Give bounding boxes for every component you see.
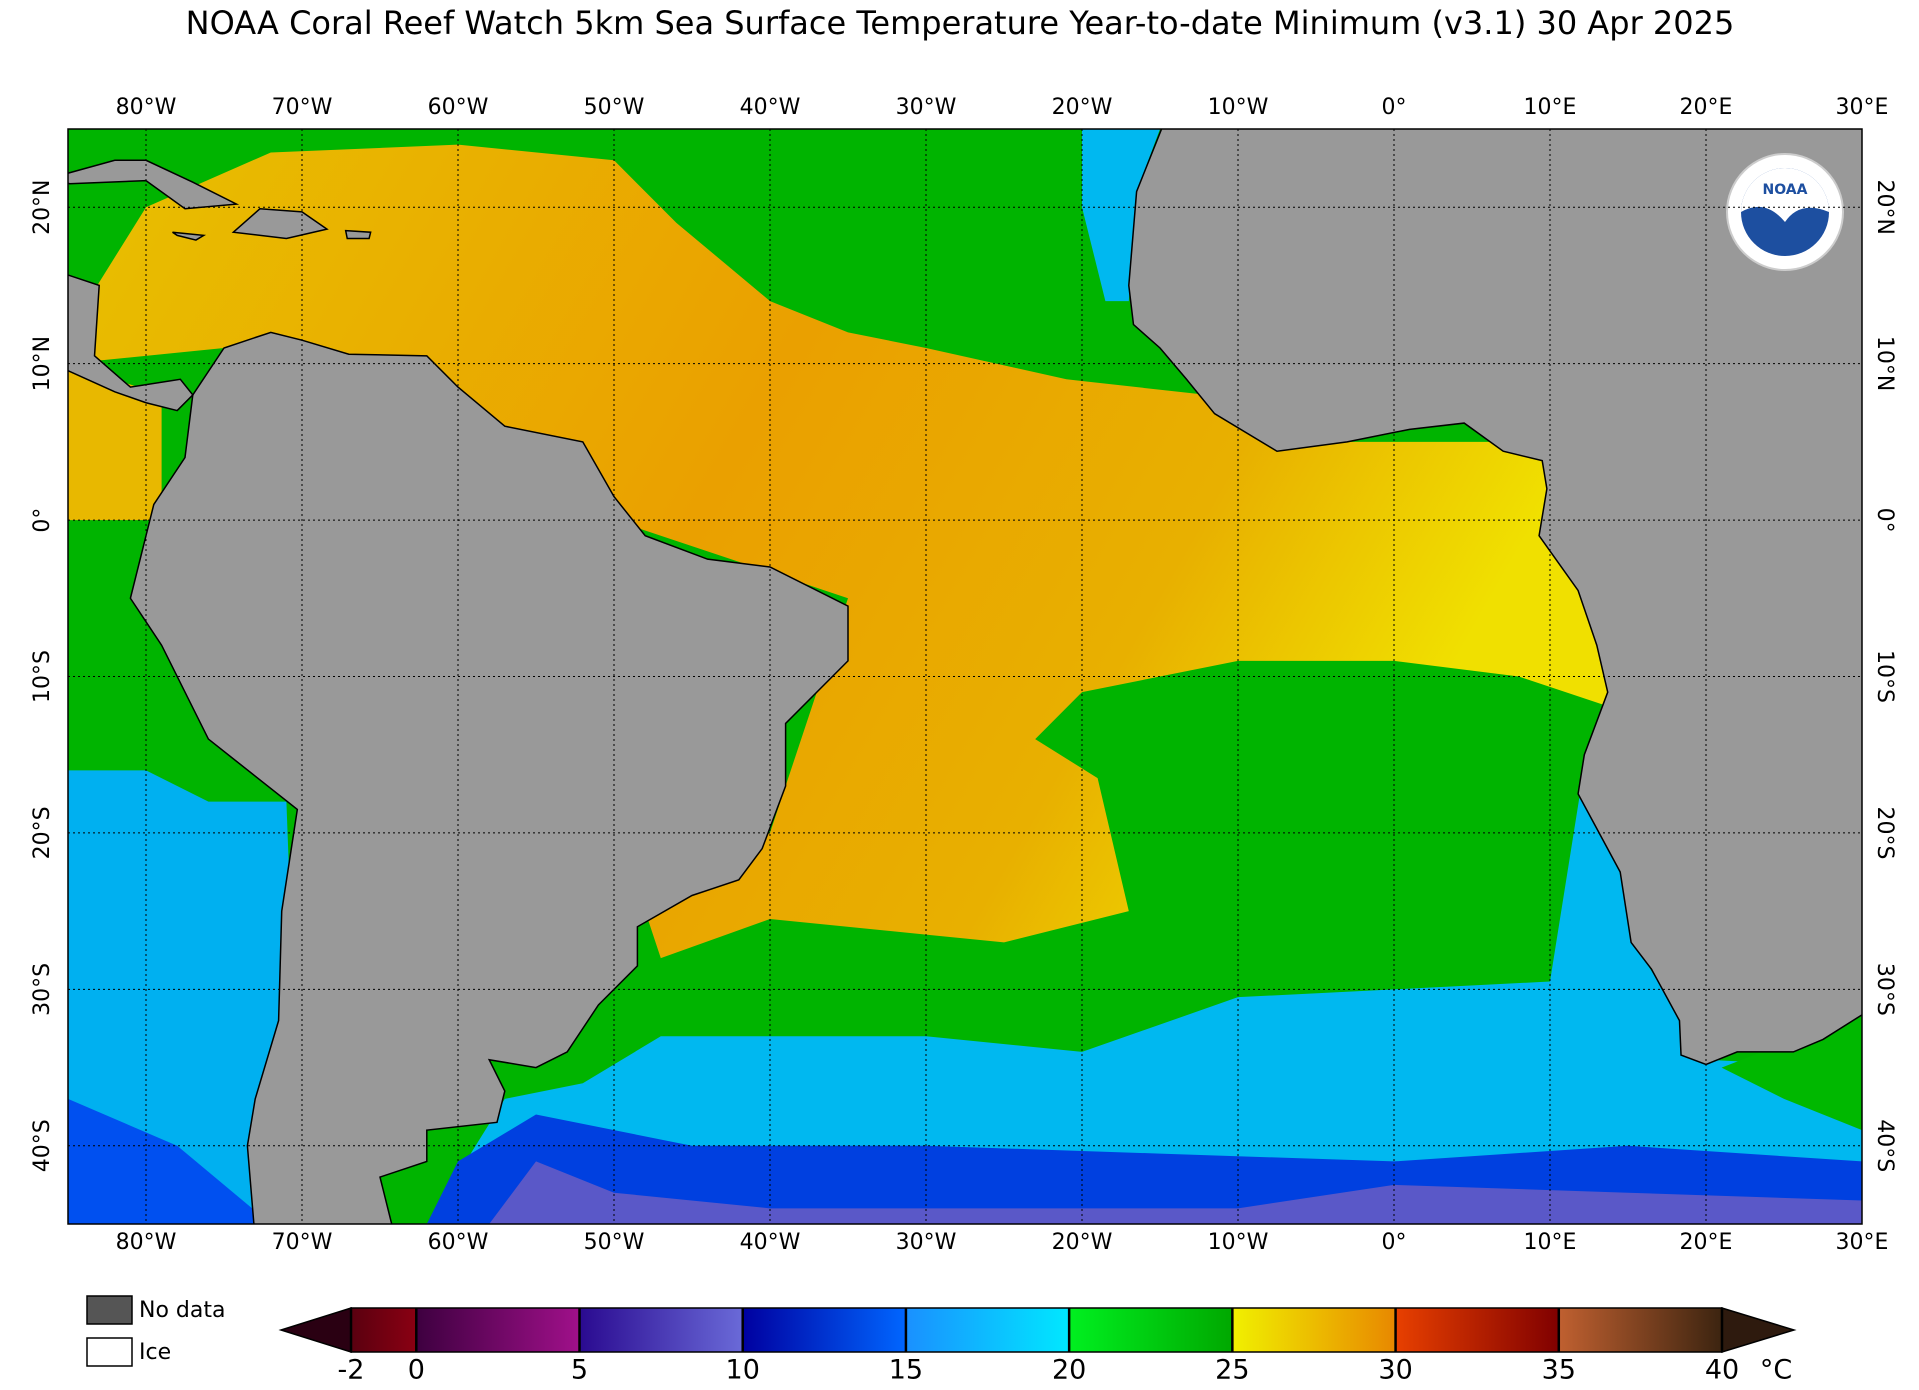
colorbar-tick-label: 15	[889, 1355, 923, 1386]
y-tick-label: 20°N	[30, 179, 55, 234]
legend-swatch	[86, 1337, 133, 1367]
x-tick-label: 10°W	[1208, 1230, 1269, 1255]
land	[231, 208, 329, 240]
cool-water	[426, 786, 1862, 1224]
land	[172, 231, 207, 241]
colorbar-segment	[1558, 1308, 1722, 1352]
noaa-logo: NOAA	[1726, 153, 1844, 271]
colorbar-segment	[1069, 1308, 1233, 1352]
x-tick-label: 30°W	[896, 1230, 957, 1255]
x-tick-label: 60°W	[428, 1230, 489, 1255]
logo-text: NOAA	[1763, 182, 1808, 198]
colorbar: -2 0 5 10 15 20 25 30 35 40 °C	[278, 1306, 1797, 1386]
legend-label: Ice	[139, 1340, 171, 1365]
colorbar-tick-label: 30	[1378, 1355, 1412, 1386]
colorbar-segment	[416, 1308, 580, 1352]
x-tick-label: 60°W	[428, 95, 489, 120]
y-tick-label: 0°	[1872, 508, 1897, 533]
colorbar-tick-label: 40	[1705, 1355, 1739, 1386]
y-tick-label: 20°S	[1872, 806, 1897, 859]
colorbar-tick-label: -2	[338, 1355, 365, 1386]
warm-water	[68, 144, 1613, 959]
colorbar-tick-label: 10	[726, 1355, 760, 1386]
x-tick-label: 20°W	[1052, 95, 1113, 120]
colorbar-tick-label: 20	[1052, 1355, 1086, 1386]
x-tick-label: 10°E	[1524, 1230, 1577, 1255]
x-tick-label: 10°E	[1524, 95, 1577, 120]
x-tick-label: 30°W	[896, 95, 957, 120]
colorbar-under	[278, 1306, 352, 1354]
colorbar-tick-label: 0	[408, 1355, 425, 1386]
y-tick-label: 10°S	[30, 650, 55, 703]
x-tick-label: 70°W	[272, 1230, 333, 1255]
warm-water	[1721, 1012, 1862, 1131]
y-tick-label: 40°S	[30, 1119, 55, 1172]
colorbar-tick-label: 35	[1542, 1355, 1576, 1386]
x-tick-label: 70°W	[272, 95, 333, 120]
colorbar-segment	[579, 1308, 743, 1352]
land	[68, 274, 194, 412]
colorbar-segment	[905, 1308, 1070, 1352]
legend-label: No data	[139, 1298, 225, 1323]
colorbar-segment	[742, 1308, 906, 1352]
colorbar-over	[1721, 1306, 1797, 1354]
x-tick-label: 80°W	[116, 95, 177, 120]
cold-water	[489, 1161, 1862, 1224]
cool-water	[68, 770, 302, 1224]
colorbar-tick-label: 5	[571, 1355, 588, 1386]
colorbar-segment	[1395, 1308, 1559, 1352]
map-area	[68, 129, 1862, 1224]
y-tick-label: 0°	[30, 508, 55, 533]
colorbar-unit: °C	[1760, 1355, 1792, 1386]
x-tick-label: 30°E	[1836, 95, 1889, 120]
land	[344, 229, 372, 240]
title: NOAA Coral Reef Watch 5km Sea Surface Te…	[186, 4, 1735, 42]
warm-water	[68, 363, 162, 521]
x-tick-label: 50°W	[584, 95, 645, 120]
y-tick-label: 30°S	[30, 963, 55, 1016]
x-tick-label: 20°W	[1052, 1230, 1113, 1255]
y-tick-label: 40°S	[1872, 1119, 1897, 1172]
cold-water	[68, 1098, 271, 1224]
y-tick-label: 10°N	[30, 336, 55, 391]
x-tick-label: 30°E	[1836, 1230, 1889, 1255]
y-tick-label: 20°N	[1872, 179, 1897, 234]
land	[68, 159, 240, 210]
legend-swatch	[86, 1295, 133, 1325]
x-tick-label: 20°E	[1680, 1230, 1733, 1255]
colorbar-frame	[350, 1307, 1723, 1353]
x-tick-label: 50°W	[584, 1230, 645, 1255]
colorbar-tick-label: 25	[1215, 1355, 1249, 1386]
x-tick-label: 0°	[1382, 95, 1407, 120]
y-tick-label: 10°S	[1872, 650, 1897, 703]
legend: No data Ice	[86, 1295, 225, 1367]
x-tick-label: 80°W	[116, 1230, 177, 1255]
x-tick-label: 40°W	[740, 95, 801, 120]
land	[1128, 129, 1862, 1066]
x-tick-label: 0°	[1382, 1230, 1407, 1255]
x-tick-label: 40°W	[740, 1230, 801, 1255]
colorbar-segment	[1232, 1308, 1396, 1352]
x-tick-label: 10°W	[1208, 95, 1269, 120]
y-tick-label: 10°N	[1872, 336, 1897, 391]
colorbar-segment	[351, 1308, 417, 1352]
y-tick-label: 20°S	[30, 806, 55, 859]
cool-water	[1082, 129, 1160, 302]
x-tick-label: 20°E	[1680, 95, 1733, 120]
y-tick-label: 30°S	[1872, 963, 1897, 1016]
land	[129, 331, 849, 1224]
